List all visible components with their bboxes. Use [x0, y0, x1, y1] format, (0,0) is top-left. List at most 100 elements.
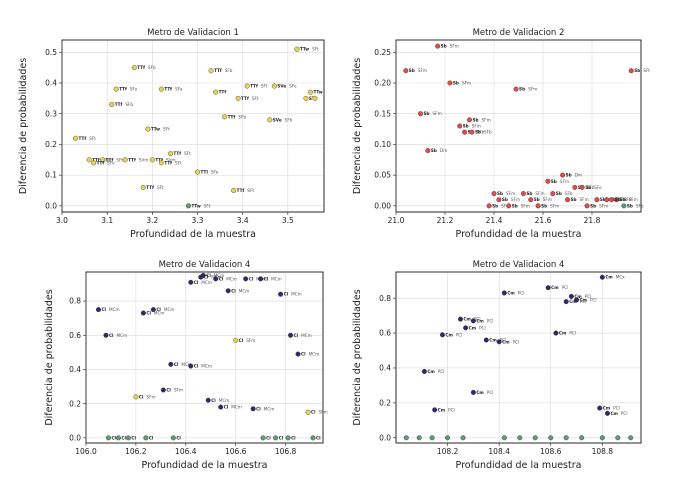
point-label-sub: SFm: [174, 387, 183, 392]
point-label-code: Sb: [615, 197, 621, 202]
data-point: [95, 307, 101, 313]
point-label-sub: SFb: [565, 191, 573, 196]
point-label: Cm PCl: [580, 297, 597, 302]
data-point: [310, 435, 316, 441]
data-point: [303, 95, 309, 101]
point-label-code: Cl: [284, 292, 289, 297]
point-label: TTf SFt: [164, 160, 182, 165]
chart-panel-4: 108.2 108.4 108.6 108.8 0.0 0.2 0.4 0.6 0.8 Metro…: [352, 260, 642, 471]
data-point: [517, 435, 523, 441]
data-point: [425, 148, 431, 154]
y-tick-label: 0.6: [69, 331, 81, 340]
point-label-sub: SFe: [211, 170, 219, 175]
plot-area: [61, 39, 325, 213]
point-label-code: TTI: [201, 170, 209, 175]
point-label-sub: MCm: [219, 398, 230, 403]
point-label-code: Cm: [507, 290, 515, 295]
point-label-sub: MCm: [309, 352, 320, 357]
data-point: [599, 274, 605, 280]
point-label-code: Sb: [620, 197, 626, 202]
point-label-sub: MCm: [231, 405, 242, 410]
point-label-code: Cl: [146, 311, 151, 316]
data-point: [457, 316, 463, 322]
x-tick-label: 3.0: [56, 216, 68, 225]
point-label: TTf SVm: [155, 157, 175, 162]
data-point: [149, 157, 155, 163]
data-point: [188, 363, 194, 369]
point-label-sub: MCm: [291, 292, 302, 297]
point-label-code: Cm: [476, 318, 484, 323]
point-label: TTf SFt: [237, 188, 255, 193]
point-label-sub: PCl: [580, 299, 587, 304]
x-tick-label: 21.0: [388, 216, 405, 225]
point-label-code: Cl: [111, 435, 116, 440]
point-label-sub: PCl: [562, 285, 569, 290]
x-tick-label: 106.2: [125, 447, 147, 456]
point-label: SVe SFe: [277, 84, 297, 89]
y-axis-label: Diferencia de probabilidades: [44, 289, 55, 425]
point-label: TTf SFe: [97, 160, 115, 165]
point-label: Cl: [279, 435, 284, 440]
point-label-code: Sb: [627, 203, 633, 208]
data-point: [501, 435, 507, 441]
point-label-code: Cl: [256, 406, 261, 411]
point-label: TTf SFt: [250, 84, 268, 89]
x-tick-label: 3.5: [282, 216, 294, 225]
point-label-sub: SFm: [246, 338, 255, 343]
point-label-sub: PCl: [518, 290, 525, 295]
data-point: [429, 435, 435, 441]
data-point: [550, 191, 556, 197]
point-label: Cm PCl: [463, 317, 480, 322]
point-label: Cm PCl: [610, 411, 627, 416]
point-label-code: Cl: [224, 405, 229, 410]
point-label-code: Cl: [194, 364, 199, 369]
data-point: [145, 126, 151, 132]
data-point: [140, 310, 146, 316]
point-label: Cm PCl: [427, 369, 444, 374]
point-label: Cm MCx: [605, 275, 625, 280]
data-point: [604, 410, 610, 416]
plot-border: [85, 271, 324, 444]
point-label-code: Cl: [231, 288, 236, 293]
data-point: [103, 332, 109, 338]
point-label: Cl SFm: [311, 410, 328, 415]
point-label: SVe SFb: [273, 117, 293, 122]
data-point: [285, 435, 291, 441]
data-point: [222, 114, 228, 120]
point-label-code: Cl: [174, 362, 179, 367]
data-point: [150, 307, 156, 313]
point-label: TTw SFt: [151, 127, 170, 132]
point-label-code: Cl: [211, 398, 216, 403]
point-label-code: Sb: [453, 81, 459, 86]
data-point: [470, 318, 476, 324]
point-label-code: Sb: [441, 44, 447, 49]
point-label-code: TTf: [241, 96, 249, 101]
point-label-code: TTf: [250, 84, 258, 89]
data-point: [307, 89, 313, 95]
data-point: [628, 68, 634, 74]
point-label-code: Cl: [249, 276, 254, 281]
point-label-sub: PCl: [438, 369, 445, 374]
data-point: [470, 389, 476, 395]
point-label-sub: SFm: [599, 203, 608, 208]
point-label-code: Cm: [502, 339, 510, 344]
point-label: Cm PCl: [476, 390, 493, 395]
y-tick-label: 0.8: [379, 294, 391, 303]
point-label-sub: SFb: [238, 114, 246, 119]
point-label-sub: MCm: [154, 311, 165, 316]
point-label-sub: SFm: [580, 197, 589, 202]
point-label-sub: SFt: [175, 160, 182, 165]
point-label: Cl: [121, 435, 126, 440]
y-tick-label: 0.2: [69, 399, 81, 408]
data-point: [486, 203, 492, 209]
data-point: [185, 203, 191, 209]
